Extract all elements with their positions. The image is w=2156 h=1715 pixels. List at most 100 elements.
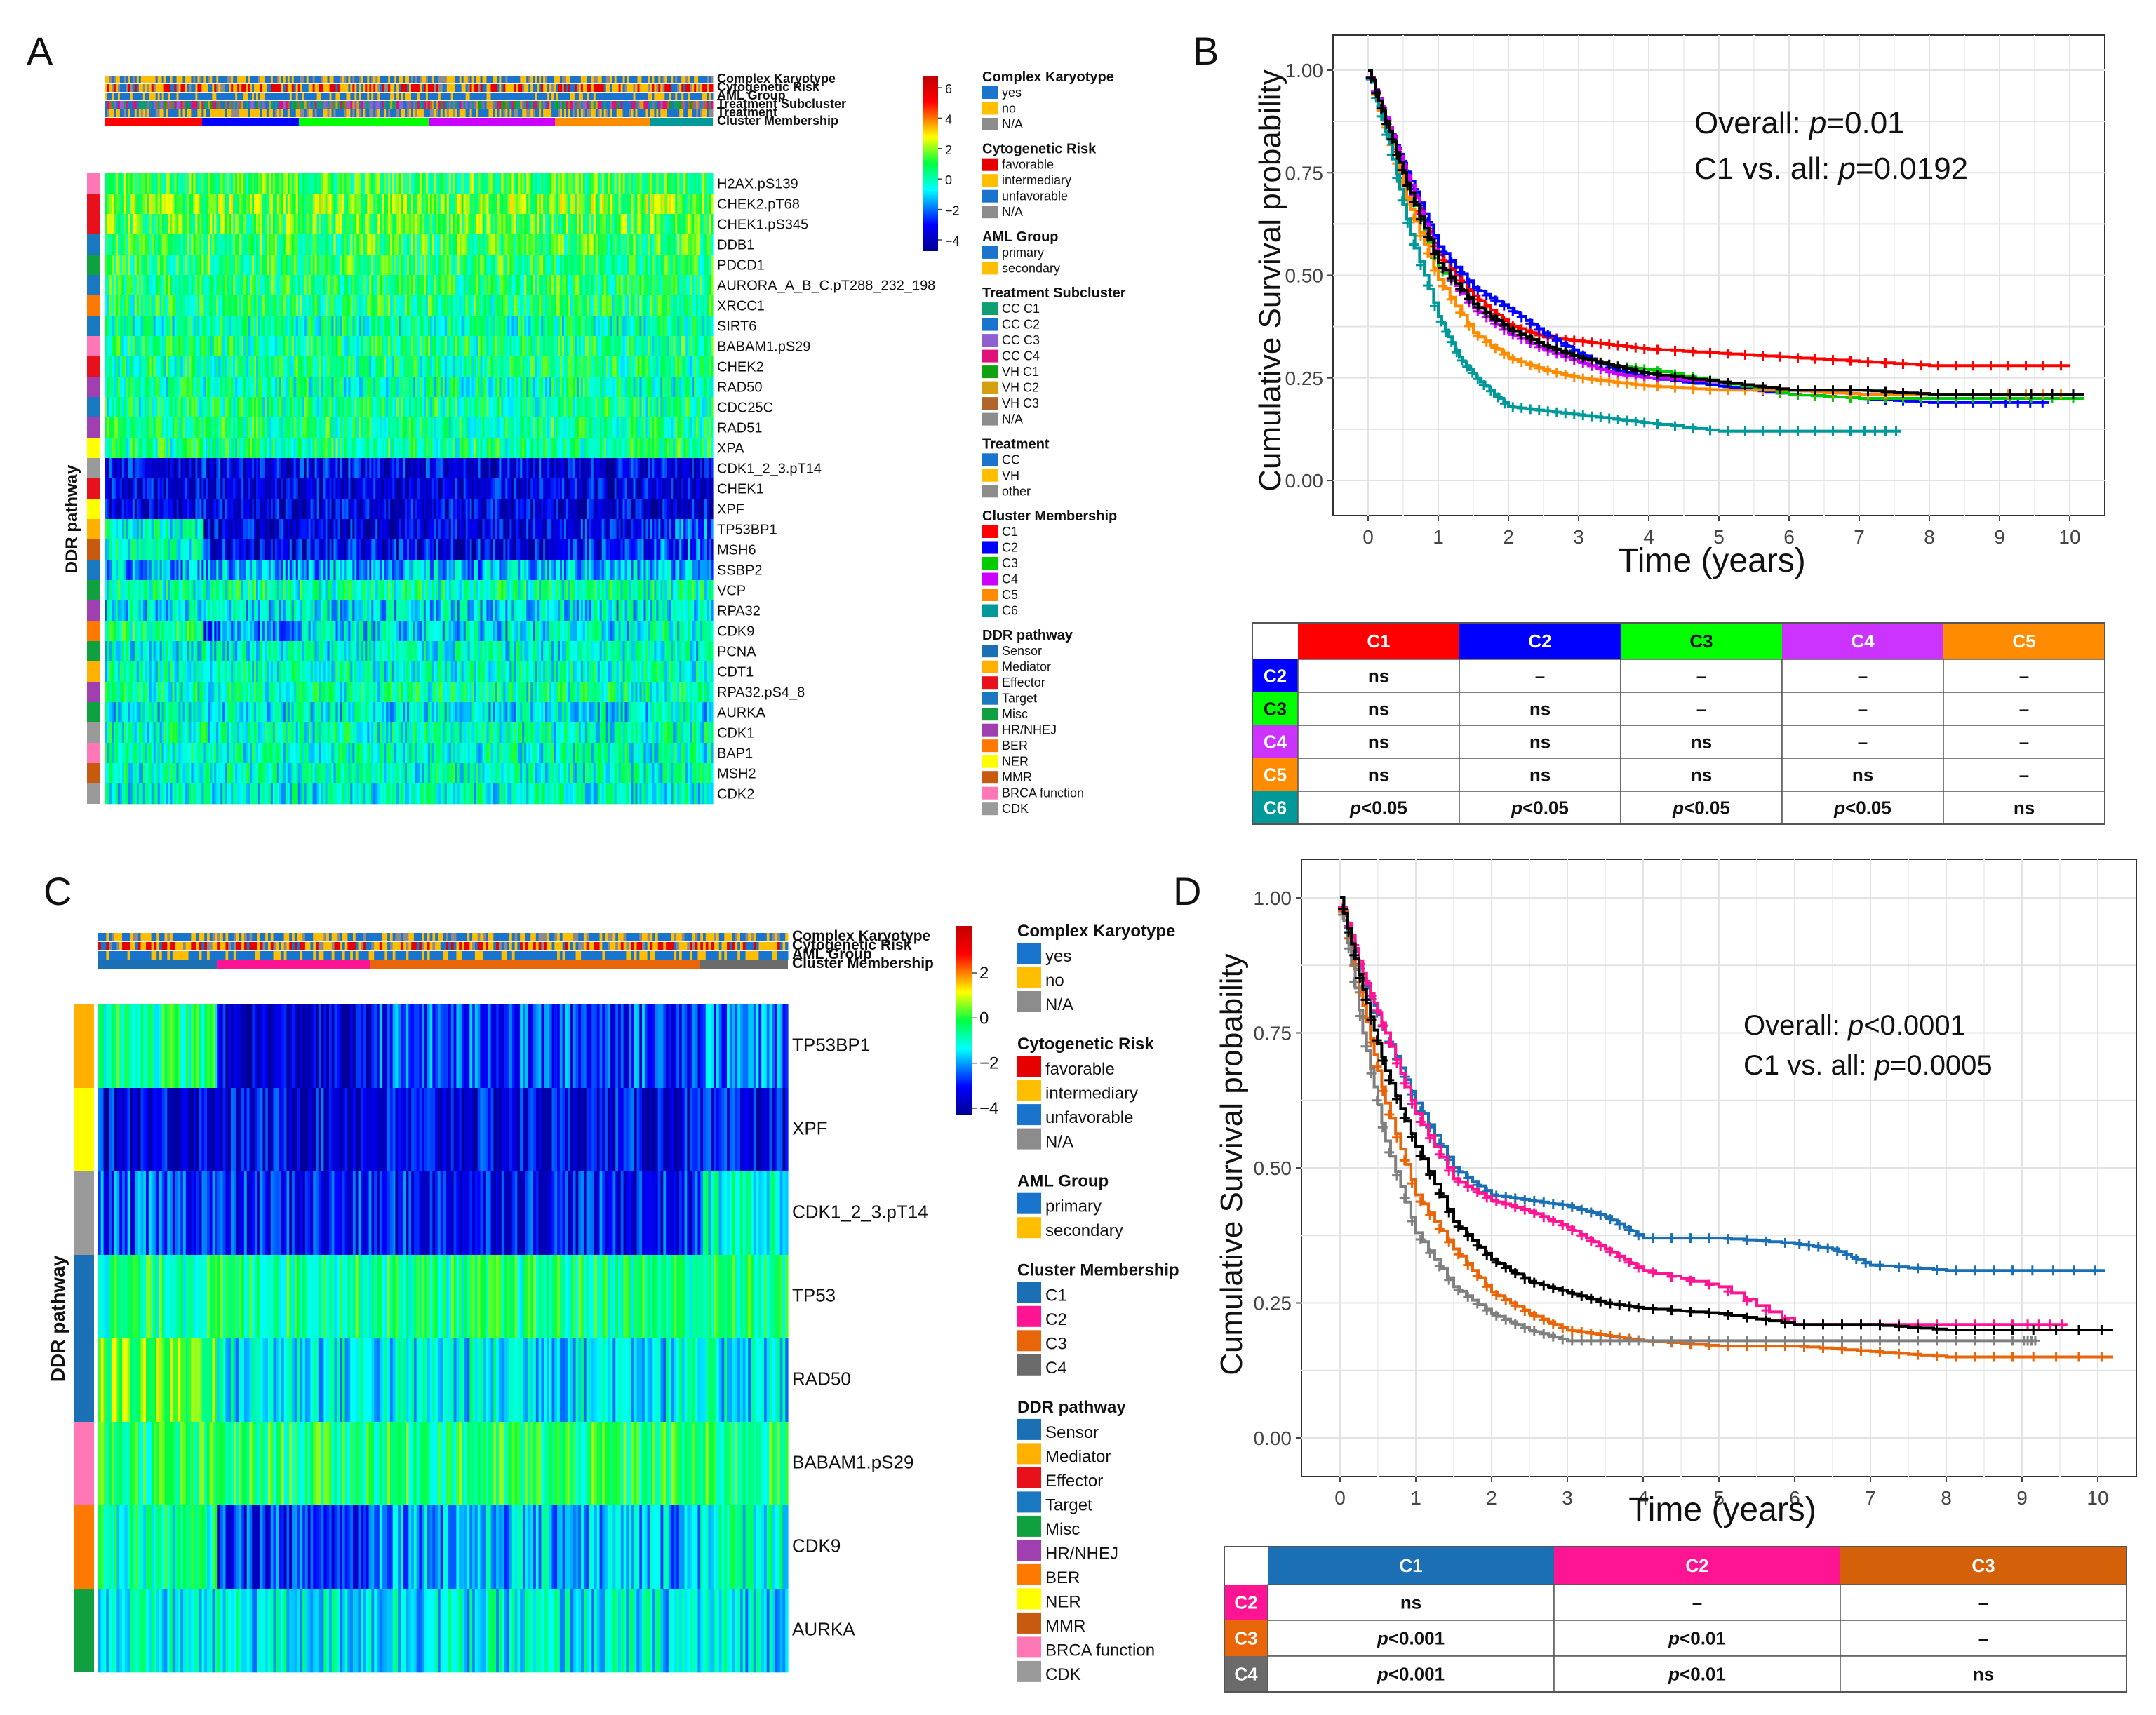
annotation-cell <box>681 84 684 92</box>
heatmap-cell <box>123 214 127 235</box>
heatmap-cell <box>178 275 182 296</box>
annotation-cell <box>453 84 456 92</box>
heatmap-cell <box>656 173 659 194</box>
annotation-cell <box>344 101 347 109</box>
heatmap-cell <box>270 173 274 194</box>
annotation-cell <box>145 84 148 92</box>
heatmap-cell <box>436 194 439 215</box>
heatmap-cell <box>285 194 288 215</box>
heatmap-cell <box>310 214 314 235</box>
heatmap-cell <box>356 255 359 276</box>
heatmap-cell <box>302 255 305 276</box>
heatmap-cell <box>474 214 477 235</box>
annotation-cell <box>427 76 431 83</box>
heatmap-cell <box>694 234 697 255</box>
annotation-cell <box>254 76 257 83</box>
annotation-cell <box>350 93 353 100</box>
heatmap-cell <box>233 194 236 215</box>
heatmap-cell <box>501 275 504 296</box>
heatmap-cell <box>161 194 165 215</box>
heatmap-cell <box>380 173 382 194</box>
heatmap-cell <box>476 255 479 276</box>
annotation-cell <box>231 84 234 92</box>
heatmap-cell <box>396 234 399 255</box>
heatmap-cell <box>151 214 154 235</box>
annotation-cell <box>484 93 487 100</box>
annotation-cell <box>698 101 701 109</box>
annotation-cell <box>283 109 286 117</box>
annotation-cell <box>597 93 601 100</box>
heatmap-cell <box>648 255 651 276</box>
annotation-cell <box>113 93 116 100</box>
annotation-cell <box>172 109 175 117</box>
annotation-cell <box>310 76 314 83</box>
heatmap-cell <box>250 234 253 255</box>
heatmap-cell <box>409 214 412 235</box>
annotation-cell <box>658 101 661 109</box>
annotation-cell <box>297 101 301 109</box>
heatmap-cell <box>243 214 246 235</box>
annotation-cell <box>243 109 246 117</box>
heatmap-cell <box>212 214 215 235</box>
heatmap-cell <box>444 234 448 255</box>
heatmap-cell <box>172 214 175 235</box>
annotation-cell <box>107 109 110 117</box>
heatmap-cell <box>407 214 410 235</box>
annotation-cell <box>556 93 558 100</box>
annotation-cell <box>208 84 210 92</box>
heatmap-cell <box>327 275 330 296</box>
annotation-cell <box>182 93 185 100</box>
annotation-cell <box>268 101 272 109</box>
heatmap-cell <box>371 194 374 215</box>
heatmap-cell <box>174 173 178 194</box>
heatmap-cell <box>518 173 521 194</box>
annotation-cell <box>220 76 223 83</box>
heatmap-cell <box>616 255 620 276</box>
annotation-cell <box>702 109 705 117</box>
annotation-cell <box>413 101 416 109</box>
heatmap-cell <box>340 194 343 215</box>
annotation-cell <box>421 76 424 83</box>
annotation-cell <box>401 93 403 100</box>
heatmap-cell <box>656 255 659 276</box>
heatmap-cell <box>333 255 337 276</box>
heatmap-cell <box>511 214 514 235</box>
heatmap-cell <box>692 234 695 255</box>
heatmap-cell <box>373 214 376 235</box>
heatmap-cell <box>304 173 307 194</box>
heatmap-cell <box>696 255 699 276</box>
annotation-cell <box>543 101 546 109</box>
annotation-cell <box>614 93 617 100</box>
heatmap-cell <box>658 234 661 255</box>
heatmap-cell <box>568 234 571 255</box>
annotation-cell <box>660 109 663 117</box>
annotation-cell <box>650 84 652 92</box>
annotation-cell <box>541 84 544 92</box>
heatmap-cell <box>142 234 146 255</box>
heatmap-cell <box>434 173 437 194</box>
heatmap-cell <box>677 194 680 215</box>
heatmap-cell <box>373 173 376 194</box>
annotation-cell <box>587 93 590 100</box>
heatmap-cell <box>382 173 384 194</box>
annotation-cell <box>547 84 550 92</box>
annotation-cell <box>361 84 363 92</box>
heatmap-cell <box>526 255 529 276</box>
heatmap-cell <box>153 275 156 296</box>
heatmap-cell <box>448 173 452 194</box>
heatmap-cell <box>696 194 699 215</box>
annotation-cell <box>117 109 121 117</box>
annotation-cell <box>570 84 573 92</box>
heatmap-cell <box>312 173 316 194</box>
heatmap-cell <box>490 214 494 235</box>
heatmap-cell <box>257 173 261 194</box>
heatmap-cell <box>293 214 297 235</box>
annotation-cell <box>272 101 276 109</box>
annotation-cell <box>415 93 418 100</box>
heatmap-cell <box>463 255 467 276</box>
annotation-cell <box>220 84 223 92</box>
heatmap-cell <box>616 214 620 235</box>
annotation-cell <box>526 76 529 83</box>
annotation-cell <box>549 101 552 109</box>
annotation-cell <box>549 93 552 100</box>
